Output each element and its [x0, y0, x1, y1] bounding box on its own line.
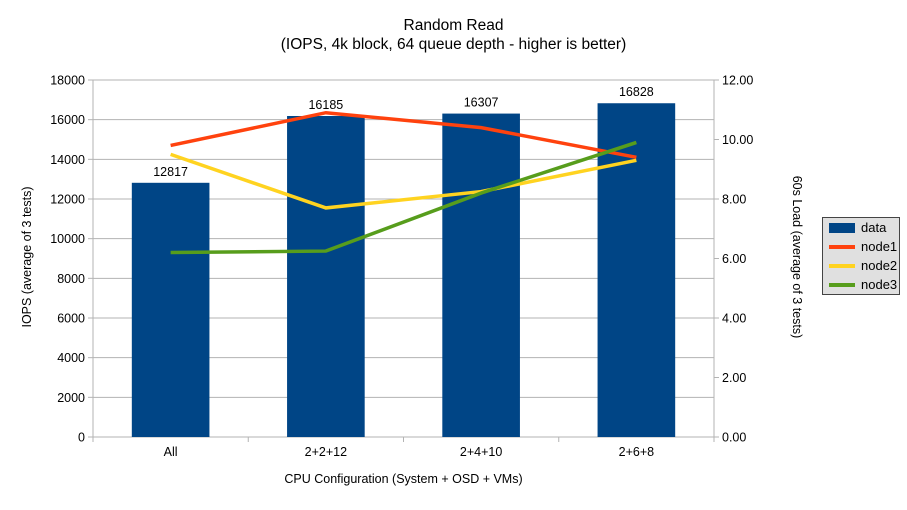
right-tick-label: 12.00: [722, 74, 753, 88]
left-tick-label: 12000: [50, 193, 85, 207]
legend-item-node2: node2: [829, 258, 897, 274]
x-axis-title: CPU Configuration (System + OSD + VMs): [284, 472, 523, 486]
right-tick-label: 0.00: [722, 431, 746, 445]
legend-item-node3: node3: [829, 277, 897, 293]
chart-title-line1: Random Read: [403, 17, 504, 34]
legend: data node1 node2 node3: [822, 217, 900, 295]
left-tick-label: 18000: [50, 74, 85, 88]
chart-title-line2: (IOPS, 4k block, 64 queue depth - higher…: [280, 36, 627, 53]
left-tick-label: 16000: [50, 113, 85, 127]
right-tick-label: 6.00: [722, 252, 746, 266]
left-tick-label: 0: [78, 431, 85, 445]
legend-item-node1: node1: [829, 239, 897, 255]
right-axis-title: 60s Load (average of 3 tests): [790, 175, 804, 339]
right-tick-label: 2.00: [722, 371, 746, 385]
x-category-label: 2+6+8: [619, 445, 655, 459]
legend-label: node2: [861, 257, 898, 273]
legend-swatch-node2: [829, 263, 855, 268]
right-tick-label: 4.00: [722, 312, 746, 326]
bar-value-label: 16185: [308, 98, 343, 112]
bar-value-label: 12817: [153, 165, 188, 179]
left-tick-label: 2000: [57, 391, 85, 405]
legend-swatch-node1: [829, 244, 855, 249]
left-tick-label: 14000: [50, 153, 85, 167]
left-tick-label: 10000: [50, 232, 85, 246]
bar-2+4+10: [442, 113, 520, 438]
x-category-label: 2+4+10: [460, 445, 502, 459]
left-tick-label: 6000: [57, 312, 85, 326]
bar-2+2+12: [287, 115, 365, 437]
x-category-label: All: [164, 445, 178, 459]
legend-label: data: [861, 219, 887, 235]
legend-swatch-node3: [829, 282, 855, 287]
bar-value-label: 16828: [619, 85, 654, 99]
left-axis-title: IOPS (average of 3 tests): [20, 186, 34, 328]
bar-value-label: 16307: [464, 96, 499, 110]
legend-item-data: data: [829, 220, 893, 236]
legend-label: node1: [861, 238, 898, 254]
line-node3: [170, 140, 637, 255]
x-category-label: 2+2+12: [305, 445, 347, 459]
right-tick-label: 8.00: [722, 193, 746, 207]
legend-label: node3: [861, 276, 898, 292]
bar-All: [131, 182, 210, 437]
left-tick-label: 8000: [57, 272, 85, 286]
left-tick-label: 4000: [57, 351, 85, 365]
right-tick-label: 10.00: [722, 133, 753, 147]
bar-2+6+8: [597, 103, 676, 438]
line-node2: [170, 152, 637, 210]
line-node1: [170, 110, 637, 160]
legend-swatch-data: [829, 222, 855, 233]
chart-title: Random Read (IOPS, 4k block, 64 queue de…: [0, 16, 907, 54]
